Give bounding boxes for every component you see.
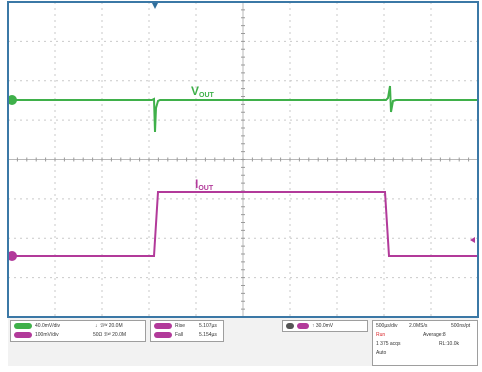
measurements-panel[interactable]: Rise 5.107µs Fall 5.154µs xyxy=(150,320,224,342)
horizontal-scale: 500µs/div xyxy=(376,323,398,329)
trigger-panel[interactable]: ↑ 30.0mV xyxy=(282,320,368,332)
acquisition-count: 1 375 acqs xyxy=(376,341,401,347)
trigger-row: ↑ 30.0mV xyxy=(286,322,333,330)
ch1-ground-arrow[interactable] xyxy=(7,95,16,105)
sample-rate: 2.0MS/s xyxy=(409,323,428,329)
iout-trace xyxy=(14,191,478,257)
ch2-scale-row[interactable]: 100mV/div xyxy=(14,331,59,339)
iout-label: IOUT xyxy=(195,177,214,192)
trigger-position-marker[interactable] xyxy=(152,3,158,9)
point-time: 500ns/pt xyxy=(451,323,471,329)
rise-value: 5.107µs xyxy=(199,323,217,329)
measurement-rise[interactable]: Rise xyxy=(154,322,185,330)
trigger-slope-icon: ↑ xyxy=(312,323,315,329)
trigger-level-marker[interactable] xyxy=(470,237,475,243)
ch1-scale-row[interactable]: 40.0mV/div xyxy=(14,322,60,330)
ch2-coupling: 50Ω xyxy=(93,332,103,338)
ch1-settings: ↓ ℬᵂ 20.0M xyxy=(95,322,123,330)
ch1-bandwidth: ℬᵂ 20.0M xyxy=(100,323,123,329)
plot-frame xyxy=(7,1,479,318)
ch2-settings: 50Ω ℬᵂ 20.0M xyxy=(93,331,126,339)
trigger-mode: Auto xyxy=(376,350,387,356)
graticule xyxy=(7,1,479,318)
ch2-scale: 100mV/div xyxy=(35,332,59,338)
status-bar: 40.0mV/div ↓ ℬᵂ 20.0M 100mV/div 50Ω ℬᵂ 2… xyxy=(8,318,478,366)
ch2-badge xyxy=(14,331,32,338)
record-length: RL:10.0k xyxy=(439,341,460,347)
fall-source-badge xyxy=(154,331,172,338)
trigger-channel-badge xyxy=(297,322,309,329)
vout-trace xyxy=(14,85,478,133)
fall-value: 5.154µs xyxy=(199,332,217,338)
rise-label: Rise xyxy=(175,323,186,329)
acquisition-mode: Average:8 xyxy=(423,332,446,338)
ch2-ground-arrow[interactable] xyxy=(7,251,16,261)
channel-scales[interactable]: 40.0mV/div ↓ ℬᵂ 20.0M 100mV/div 50Ω ℬᵂ 2… xyxy=(10,320,146,342)
fall-label: Fall xyxy=(175,332,184,338)
trigger-source-badge xyxy=(286,322,294,329)
ch2-bandwidth: ℬᵂ 20.0M xyxy=(103,332,127,338)
measurement-fall[interactable]: Fall xyxy=(154,331,183,339)
acquisition-panel[interactable]: 500µs/div 2.0MS/s 500ns/pt Run Average:8… xyxy=(372,320,478,366)
rise-source-badge xyxy=(154,322,172,329)
trigger-level: 30.0mV xyxy=(315,323,334,329)
ch1-scale: 40.0mV/div xyxy=(35,323,61,329)
run-state: Run xyxy=(376,332,386,338)
vout-label: VOUT xyxy=(191,84,215,99)
ch1-badge xyxy=(14,322,32,329)
ch1-coupling: ↓ xyxy=(95,323,98,329)
